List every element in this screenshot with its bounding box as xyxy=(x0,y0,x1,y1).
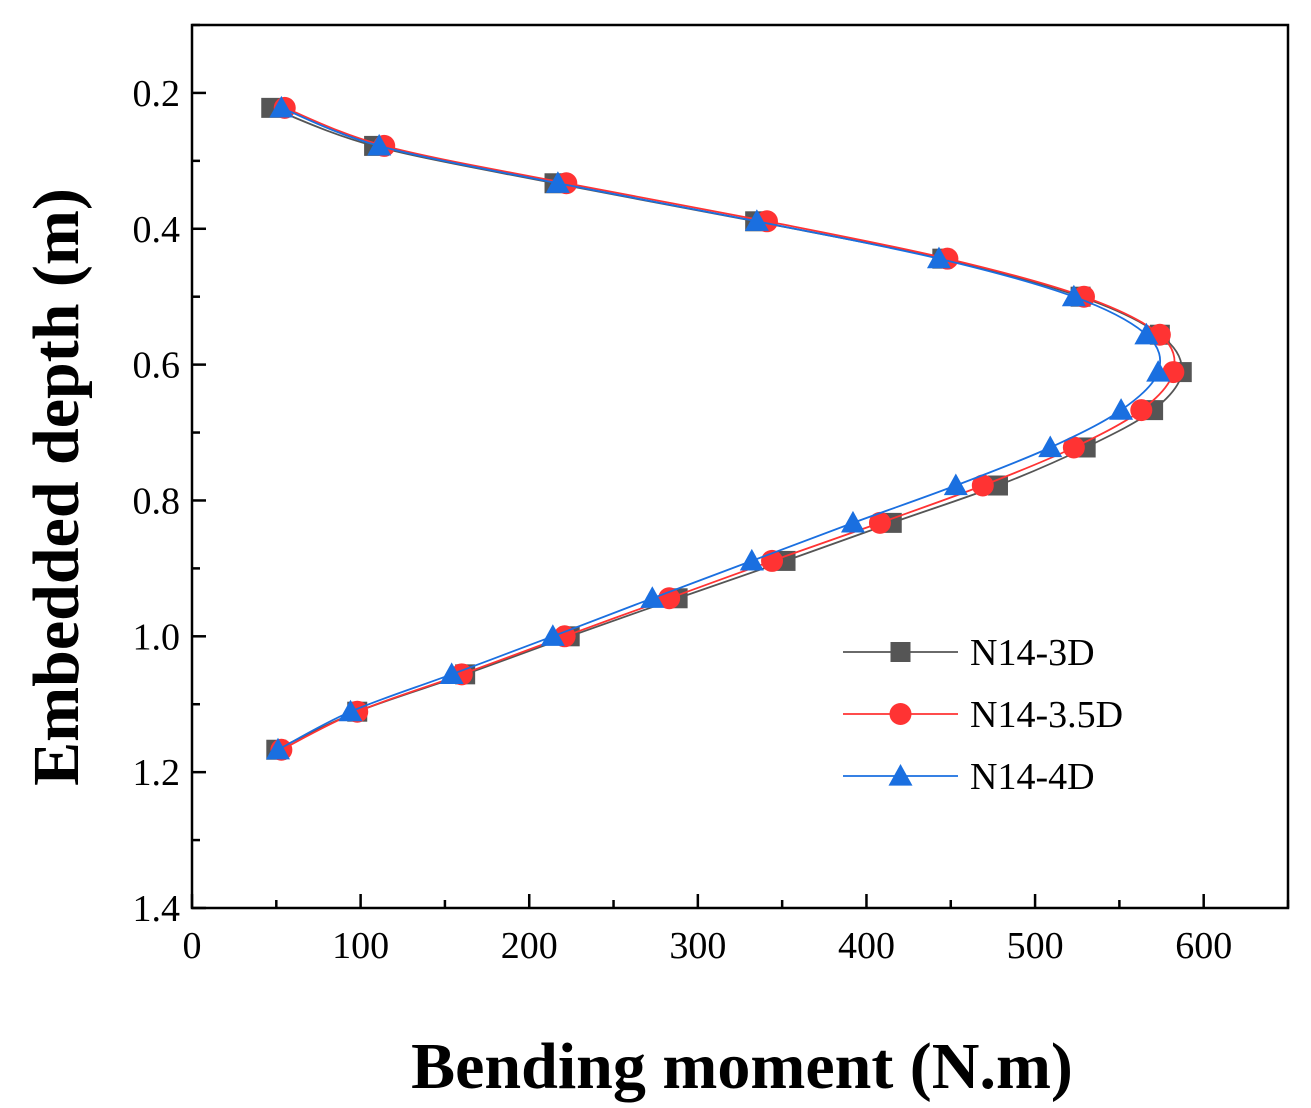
data-point-triangle xyxy=(1038,435,1063,458)
x-tick-label: 100 xyxy=(332,925,389,967)
x-tick-label: 0 xyxy=(183,925,202,967)
ticks-layer: 0 100 200 300 400 500 600 0.2 0.4 0.6 0.8 1.0 1.2 1.4 xyxy=(133,23,1290,967)
data-point-triangle xyxy=(1146,360,1171,382)
data-point-triangle xyxy=(338,699,363,722)
y-tick-label: 1.4 xyxy=(133,888,181,930)
data-point-triangle xyxy=(265,737,290,760)
x-tick-label: 300 xyxy=(669,925,726,967)
legend-marker-square xyxy=(890,642,911,662)
y-axis-title: Embedded depth (m) xyxy=(20,188,93,786)
series-layer xyxy=(261,95,1192,761)
data-point-circle xyxy=(1130,399,1153,422)
legend-marker-circle xyxy=(889,703,912,725)
x-axis-title: Bending moment (N.m) xyxy=(411,1030,1073,1103)
x-tick-label: 200 xyxy=(501,925,558,967)
y-tick-label: 1.0 xyxy=(133,616,181,658)
legend-marker-triangle xyxy=(888,764,913,786)
x-tick-label: 400 xyxy=(838,925,895,967)
data-point-triangle xyxy=(367,133,392,156)
y-tick-label: 0.4 xyxy=(133,209,181,251)
x-tick-label: 500 xyxy=(1007,925,1064,967)
data-point-triangle xyxy=(269,95,294,118)
legend: N14-3D N14-3.5D N14-4D xyxy=(843,632,1123,798)
x-tick-label: 600 xyxy=(1175,925,1232,967)
y-tick-label: 1.2 xyxy=(133,752,181,794)
data-point-triangle xyxy=(540,624,565,646)
legend-item: N14-4D xyxy=(843,756,1095,798)
data-point-circle xyxy=(1062,436,1085,459)
y-tick-label: 0.8 xyxy=(133,480,181,522)
data-point-triangle xyxy=(744,209,769,231)
legend-item: N14-3D xyxy=(843,632,1095,674)
data-point-triangle xyxy=(926,246,951,269)
data-point-triangle xyxy=(943,473,968,496)
legend-label: N14-3.5D xyxy=(970,694,1123,736)
data-point-triangle xyxy=(439,662,464,684)
data-point-square xyxy=(987,475,1008,496)
data-point-triangle xyxy=(840,510,865,533)
data-point-triangle xyxy=(739,548,764,571)
data-point-triangle xyxy=(640,586,665,608)
legend-item: N14-3.5D xyxy=(843,694,1123,736)
legend-label: N14-3D xyxy=(970,632,1095,674)
data-point-circle xyxy=(971,474,994,497)
data-point-triangle xyxy=(1061,284,1086,307)
plot-frame xyxy=(190,23,1290,910)
y-tick-label: 0.6 xyxy=(133,345,181,387)
data-point-circle xyxy=(658,587,681,610)
y-tick-label: 0.2 xyxy=(133,73,181,115)
data-point-circle xyxy=(868,511,891,534)
data-point-triangle xyxy=(1134,322,1159,345)
data-point-triangle xyxy=(1109,398,1134,420)
legend-label: N14-4D xyxy=(970,756,1095,798)
series-n14-4d xyxy=(265,95,1171,760)
data-point-triangle xyxy=(545,171,570,193)
